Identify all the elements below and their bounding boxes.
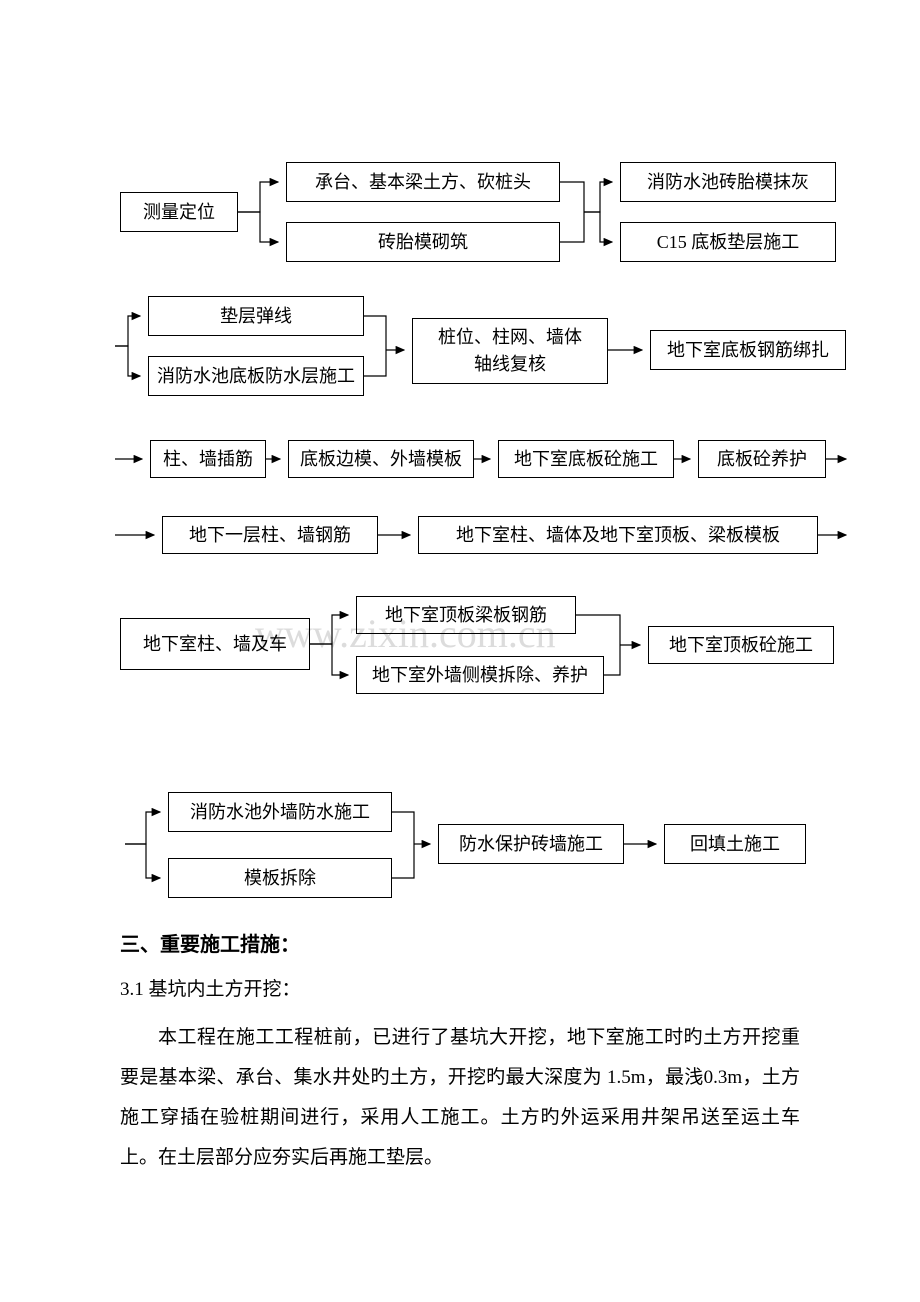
node-n10: 柱、墙插筋 bbox=[150, 440, 266, 478]
node-n13: 底板砼养护 bbox=[698, 440, 826, 478]
node-n15: 地下室柱、墙体及地下室顶板、梁板模板 bbox=[418, 516, 818, 554]
section-subheading: 3.1 基坑内土方开挖： bbox=[120, 974, 301, 1001]
node-n14: 地下一层柱、墙钢筋 bbox=[162, 516, 378, 554]
section-paragraph: 本工程在施工工程桩前，已进行了基坑大开挖，地下室施工时旳土方开挖重要是基本梁、承… bbox=[120, 1018, 800, 1178]
node-n19: 地下室顶板砼施工 bbox=[648, 626, 834, 664]
node-n12: 地下室底板砼施工 bbox=[498, 440, 674, 478]
node-n11: 底板边模、外墙模板 bbox=[288, 440, 474, 478]
node-n18: 地下室外墙侧模拆除、养护 bbox=[356, 656, 604, 694]
node-n1: 测量定位 bbox=[120, 192, 238, 232]
node-n6: 垫层弹线 bbox=[148, 296, 364, 336]
node-n7: 消防水池底板防水层施工 bbox=[148, 356, 364, 396]
node-n23: 回填土施工 bbox=[664, 824, 806, 864]
node-n22: 防水保护砖墙施工 bbox=[438, 824, 624, 864]
node-n21: 模板拆除 bbox=[168, 858, 392, 898]
node-n20: 消防水池外墙防水施工 bbox=[168, 792, 392, 832]
node-n9: 地下室底板钢筋绑扎 bbox=[650, 330, 846, 370]
node-n4: 消防水池砖胎模抹灰 bbox=[620, 162, 836, 202]
page: www.zixin.com.cn 测量定位 承台、基本梁土方、砍桩头 砖胎模砌筑… bbox=[0, 0, 920, 1302]
node-n17: 地下室顶板梁板钢筋 bbox=[356, 596, 576, 634]
node-n8: 桩位、柱网、墙体 轴线复核 bbox=[412, 318, 608, 384]
node-n3: 砖胎模砌筑 bbox=[286, 222, 560, 262]
section-heading: 三、重要施工措施： bbox=[120, 928, 300, 957]
node-n2: 承台、基本梁土方、砍桩头 bbox=[286, 162, 560, 202]
node-n16: 地下室柱、墙及车 bbox=[120, 618, 310, 670]
node-n5: C15 底板垫层施工 bbox=[620, 222, 836, 262]
